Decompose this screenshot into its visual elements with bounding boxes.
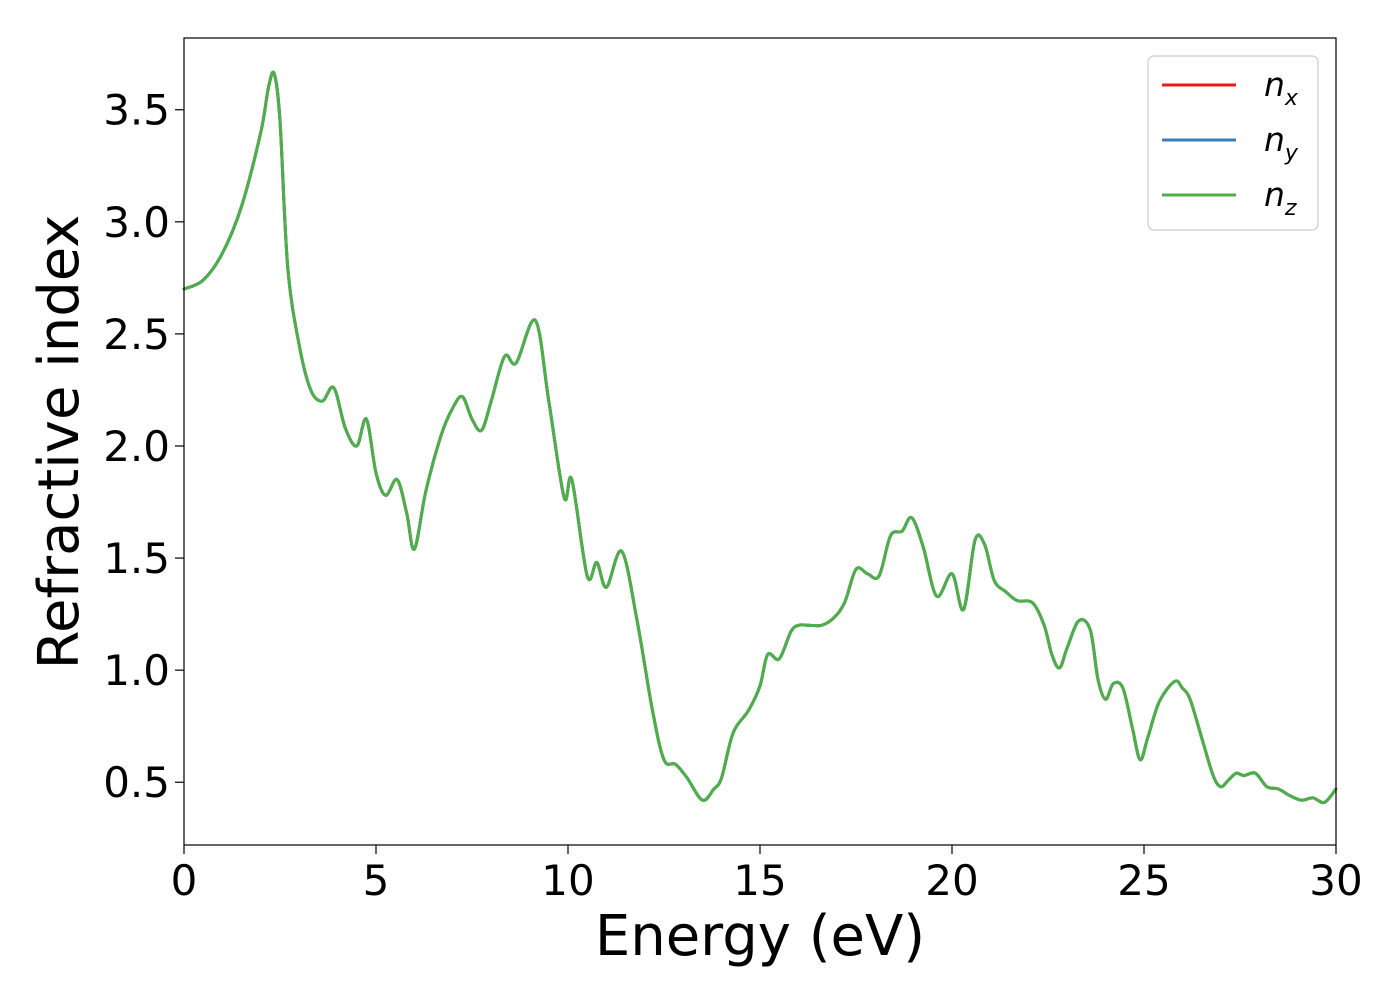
legend: nx ny nz bbox=[1147, 55, 1319, 231]
y-tick-label: 2.0 bbox=[103, 422, 170, 471]
series-layer bbox=[182, 70, 1338, 805]
legend-label-nx: nx bbox=[1264, 65, 1299, 111]
x-tick-label: 20 bbox=[925, 856, 978, 905]
y-tick-label: 3.5 bbox=[103, 86, 170, 135]
y-axis: 0.5 1.0 1.5 2.0 2.5 3.0 3.5 bbox=[103, 86, 184, 807]
x-tick-label: 15 bbox=[733, 856, 786, 905]
x-tick-label: 30 bbox=[1309, 856, 1362, 905]
x-axis-label: Energy (eV) bbox=[595, 904, 925, 969]
y-tick-label: 2.5 bbox=[103, 310, 170, 359]
legend-label-ny: ny bbox=[1264, 120, 1299, 166]
y-tick-label: 1.5 bbox=[103, 534, 170, 583]
y-axis-label: Refractive index bbox=[27, 215, 92, 670]
legend-box bbox=[1147, 55, 1319, 231]
x-tick-label: 5 bbox=[363, 856, 390, 905]
y-tick-label: 3.0 bbox=[103, 198, 170, 247]
legend-label-nz: nz bbox=[1264, 175, 1297, 221]
x-tick-label: 25 bbox=[1117, 856, 1170, 905]
x-tick-label: 0 bbox=[171, 856, 198, 905]
x-axis: 0 5 10 15 20 25 30 bbox=[171, 845, 1363, 905]
y-tick-label: 1.0 bbox=[103, 646, 170, 695]
x-tick-label: 10 bbox=[541, 856, 594, 905]
series-line-nz bbox=[182, 70, 1338, 805]
y-tick-label: 0.5 bbox=[103, 758, 170, 807]
